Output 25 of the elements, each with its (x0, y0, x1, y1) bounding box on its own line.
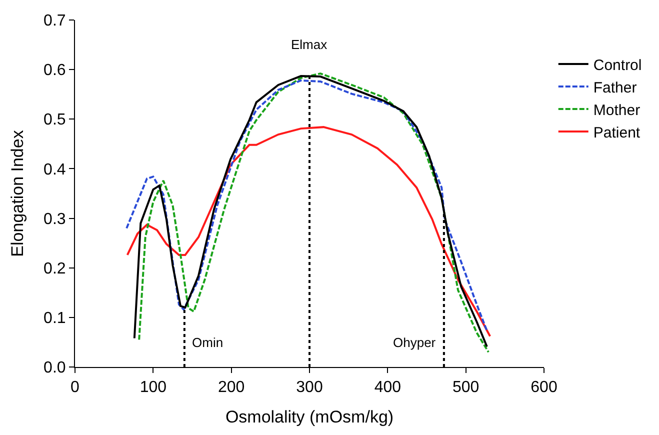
ref-line-label: Ohyper (393, 335, 436, 350)
y-tick-label: 0.5 (44, 112, 66, 129)
y-axis-title: Elongation Index (8, 130, 28, 257)
x-tick-label: 0 (70, 379, 80, 396)
ref-line-label: Omin (192, 335, 224, 350)
x-tick-label: 200 (218, 379, 245, 396)
y-tick-label: 0.7 (44, 12, 66, 30)
x-tick-label: 400 (374, 379, 402, 396)
x-tick-label: 600 (530, 379, 558, 396)
y-tick-label: 0.1 (44, 310, 66, 328)
y-tick-label: 0.3 (44, 210, 66, 228)
x-tick-label: 500 (452, 379, 480, 396)
ref-line-label: Elmax (291, 37, 328, 52)
x-axis-title: Osmolality (mOsm/kg) (225, 408, 394, 427)
legend-label: Mother (593, 102, 640, 119)
y-tick-label: 0.4 (44, 161, 66, 178)
y-tick-label: 0.0 (44, 360, 66, 377)
legend-label: Control (593, 56, 642, 74)
legend-label: Father (593, 79, 637, 96)
y-tick-label: 0.6 (44, 62, 66, 80)
line-series (126, 126, 492, 338)
x-tick-label: 100 (140, 379, 167, 396)
y-tick-label: 0.2 (44, 260, 66, 278)
x-tick-label: 300 (296, 379, 323, 396)
legend-label: Patient (593, 124, 641, 142)
